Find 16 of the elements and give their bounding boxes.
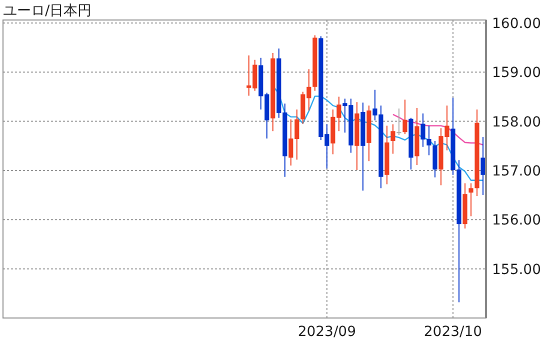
y-tick-label: 158.00 [492, 114, 541, 130]
y-tick-label: 160.00 [492, 16, 541, 32]
y-tick-label: 155.00 [492, 262, 541, 278]
candlestick [390, 124, 396, 154]
line-series [392, 114, 484, 146]
candlestick [402, 99, 408, 135]
y-tick-label: 159.00 [492, 65, 541, 82]
candlestick [480, 136, 486, 196]
x-tick-label: 2023/10 [424, 324, 482, 340]
line-series [272, 85, 484, 181]
x-tick-label: 2023/09 [298, 324, 356, 340]
chart-title: ユーロ/日本円 [3, 3, 92, 19]
y-tick-label: 157.00 [492, 163, 541, 180]
candlestick [396, 108, 402, 136]
candlestick [468, 182, 474, 217]
y-tick-label: 156.00 [492, 212, 541, 229]
